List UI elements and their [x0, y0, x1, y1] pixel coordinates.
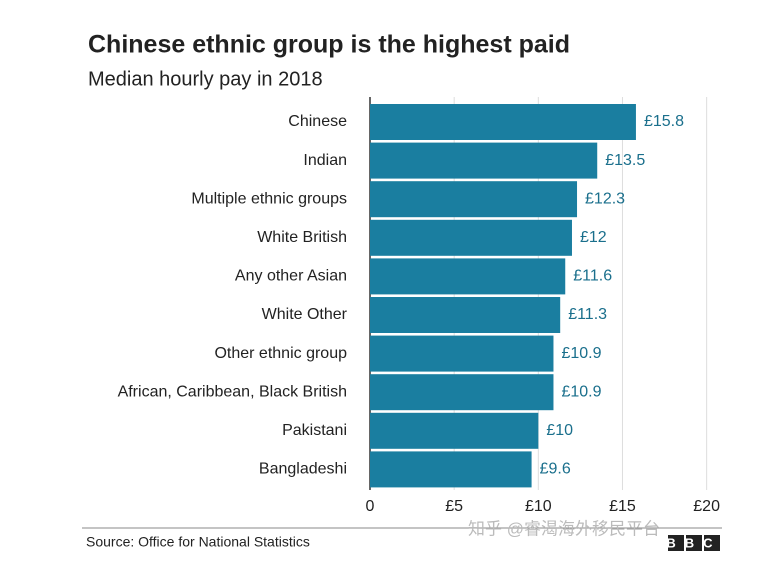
- y-tick-label: Multiple ethnic groups: [191, 190, 347, 207]
- bar: [370, 412, 539, 449]
- y-tick-label: White Other: [262, 306, 348, 323]
- logo-text: BBC: [666, 535, 721, 550]
- x-tick-label: £20: [693, 498, 720, 515]
- value-label: £12: [580, 229, 607, 246]
- y-tick-label: Other ethnic group: [214, 345, 347, 362]
- bar: [370, 451, 532, 488]
- bar: [370, 258, 566, 295]
- logo-box: [704, 535, 720, 551]
- value-label: £10: [546, 422, 573, 439]
- watermark: 知乎 @睿渴海外移民平台: [468, 519, 660, 538]
- value-label: £10.9: [561, 383, 601, 400]
- y-tick-label: Any other Asian: [235, 268, 347, 285]
- x-tick-label: £5: [445, 498, 463, 515]
- bar: [370, 335, 554, 372]
- chart-subtitle: Median hourly pay in 2018: [88, 68, 323, 90]
- bar: [370, 142, 598, 179]
- y-tick-label: White British: [257, 229, 347, 246]
- logo: BBC: [666, 535, 721, 551]
- bar: [370, 219, 572, 256]
- logo-box: [668, 535, 684, 551]
- x-tick-label: £10: [525, 498, 552, 515]
- value-label: £9.6: [540, 461, 571, 478]
- y-tick-label: Pakistani: [282, 422, 347, 439]
- y-tick-label: Indian: [303, 152, 347, 169]
- x-tick-label: £15: [609, 498, 636, 515]
- value-label: £15.8: [644, 113, 684, 130]
- value-label: £10.9: [561, 345, 601, 362]
- y-tick-label: Chinese: [288, 113, 347, 130]
- logo-box: [686, 535, 702, 551]
- source: Source: Office for National Statistics: [86, 534, 310, 550]
- bar: [370, 104, 636, 140]
- value-label: £11.3: [568, 306, 607, 323]
- chart-title: Chinese ethnic group is the highest paid: [88, 31, 570, 59]
- bar: [370, 297, 561, 333]
- value-label: £13.5: [605, 152, 645, 169]
- x-tick-label: 0: [366, 498, 375, 515]
- value-label: £11.6: [573, 268, 612, 285]
- bar: [370, 374, 554, 411]
- bar: [370, 181, 578, 218]
- value-label: £12.3: [585, 190, 625, 207]
- y-tick-label: African, Caribbean, Black British: [118, 383, 347, 400]
- y-tick-label: Bangladeshi: [259, 461, 347, 478]
